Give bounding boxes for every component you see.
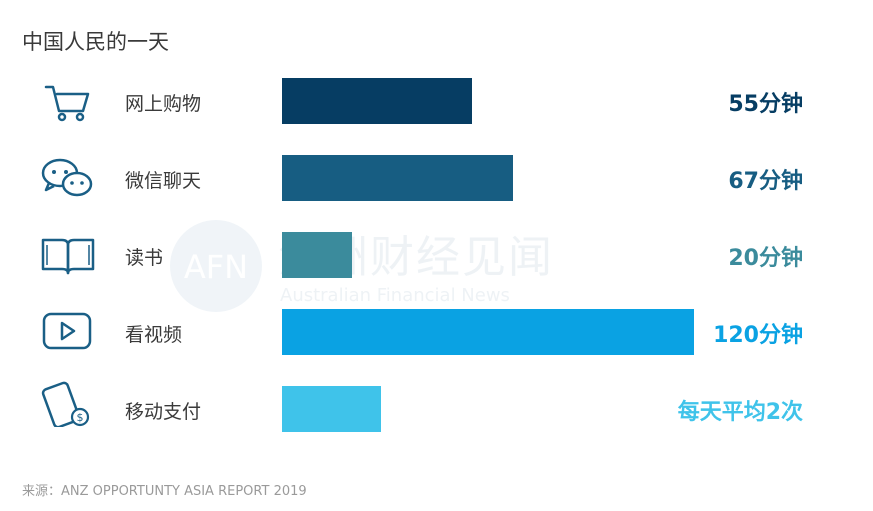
wechat-chat-icon bbox=[38, 154, 98, 202]
bar-row: 网上购物 55分钟 bbox=[0, 77, 873, 125]
value-label: 55分钟 bbox=[728, 92, 803, 117]
bar bbox=[282, 78, 472, 124]
category-label: 移动支付 bbox=[125, 401, 202, 423]
bar bbox=[282, 232, 352, 278]
bar-row: 看视频 120分钟 bbox=[0, 308, 873, 356]
value-label: 20分钟 bbox=[728, 246, 803, 271]
value-label: 每天平均2次 bbox=[677, 400, 803, 425]
open-book-icon bbox=[38, 231, 98, 279]
svg-text:$: $ bbox=[77, 411, 84, 424]
category-label: 读书 bbox=[125, 247, 164, 269]
bar bbox=[282, 386, 381, 432]
category-label: 微信聊天 bbox=[125, 170, 202, 192]
bar-row: 微信聊天 67分钟 bbox=[0, 154, 873, 202]
mobile-payment-icon: $ bbox=[38, 379, 98, 429]
source-note: 来源：ANZ OPPORTUNTY ASIA REPORT 2019 bbox=[22, 484, 307, 499]
bar-row: $ 移动支付 每天平均2次 bbox=[0, 381, 873, 433]
category-label: 网上购物 bbox=[125, 93, 202, 115]
chart-title: 中国人民的一天 bbox=[22, 30, 169, 54]
video-play-icon bbox=[38, 308, 98, 356]
bar-row: 读书 20分钟 bbox=[0, 231, 873, 279]
bar bbox=[282, 309, 694, 355]
value-label: 120分钟 bbox=[713, 323, 803, 348]
bar bbox=[282, 155, 513, 201]
category-label: 看视频 bbox=[125, 324, 183, 346]
shopping-cart-icon bbox=[38, 77, 98, 125]
value-label: 67分钟 bbox=[728, 169, 803, 194]
watermark-en: Australian Financial News bbox=[280, 285, 510, 306]
